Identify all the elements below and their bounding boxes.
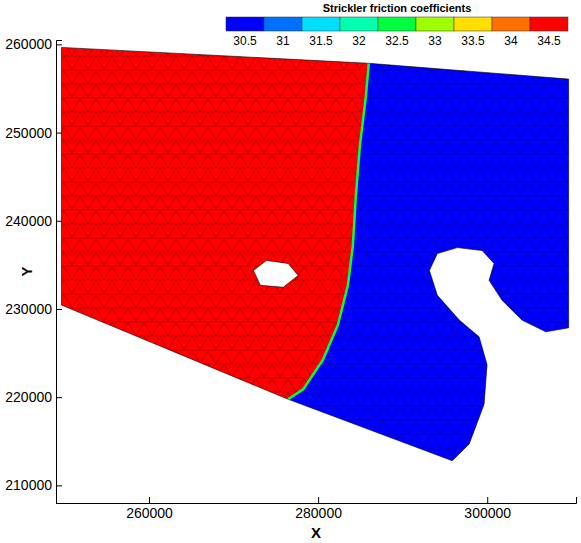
y-axis-title: Y bbox=[18, 266, 35, 276]
tick: 240000 bbox=[5, 213, 62, 229]
axis-line bbox=[57, 497, 577, 504]
colorbar-label: 32 bbox=[352, 34, 366, 48]
tick-mark bbox=[149, 497, 150, 503]
tick-label: 240000 bbox=[5, 213, 52, 229]
colorbar-title: Strickler friction coefficients bbox=[323, 2, 472, 14]
mesh bbox=[288, 63, 568, 460]
tick-label: 230000 bbox=[5, 301, 52, 317]
region bbox=[61, 47, 368, 399]
colorbar-swatch bbox=[530, 17, 568, 31]
tick-mark bbox=[56, 309, 62, 310]
tick-mark bbox=[487, 497, 488, 503]
tick-label: 220000 bbox=[5, 389, 52, 405]
tick: 280000 bbox=[295, 497, 342, 521]
tick-label: 250000 bbox=[5, 125, 52, 141]
colorbar-label: 30.5 bbox=[233, 34, 257, 48]
tick-mark bbox=[56, 397, 62, 398]
tick: 210000 bbox=[5, 477, 62, 493]
tick: 220000 bbox=[5, 389, 62, 405]
x-axis: 260000 280000 300000 bbox=[57, 497, 577, 521]
colorbar-label: 32.5 bbox=[385, 34, 409, 48]
colorbar-label: 33 bbox=[428, 34, 442, 48]
tick: 300000 bbox=[464, 497, 511, 521]
colorbar-label: 31 bbox=[276, 34, 290, 48]
tick-mark bbox=[56, 133, 62, 134]
axis-line bbox=[57, 41, 63, 504]
plot-area bbox=[61, 47, 568, 460]
chart: 260000 280000 300000 210000 220000 230000 2400… bbox=[0, 0, 581, 543]
colorbar-swatch bbox=[454, 17, 492, 31]
tick-mark bbox=[56, 44, 62, 45]
tick: 260000 bbox=[5, 36, 62, 52]
colorbar-swatch bbox=[416, 17, 454, 31]
tick-mark bbox=[56, 221, 62, 222]
tick-label: 300000 bbox=[464, 505, 511, 521]
colorbar-swatch bbox=[340, 17, 378, 31]
tick: 260000 bbox=[126, 497, 173, 521]
x-axis-title: X bbox=[311, 524, 321, 541]
tick-label: 260000 bbox=[5, 36, 52, 52]
transition-band bbox=[288, 63, 369, 399]
colorbar-swatch bbox=[302, 17, 340, 31]
tick: 250000 bbox=[5, 125, 62, 141]
colorbar-swatch bbox=[226, 17, 264, 31]
colorbar-label: 34.5 bbox=[537, 34, 561, 48]
colorbar-swatch bbox=[378, 17, 416, 31]
tick-label: 260000 bbox=[126, 505, 173, 521]
colorbar-swatch bbox=[264, 17, 302, 31]
colorbar-swatch bbox=[492, 17, 530, 31]
tick-mark bbox=[56, 485, 62, 486]
colorbar-label: 31.5 bbox=[309, 34, 333, 48]
tick: 230000 bbox=[5, 301, 62, 317]
mesh bbox=[61, 47, 368, 399]
colorbar: Strickler friction coefficients 30.5 31 31.… bbox=[226, 2, 568, 48]
region bbox=[288, 63, 568, 460]
y-axis: 210000 220000 230000 240000 250000 260000 bbox=[5, 36, 62, 503]
tick-label: 210000 bbox=[5, 477, 52, 493]
tick-mark bbox=[318, 497, 319, 503]
tick-label: 280000 bbox=[295, 505, 342, 521]
colorbar-label: 33.5 bbox=[461, 34, 485, 48]
colorbar-label: 34 bbox=[504, 34, 518, 48]
